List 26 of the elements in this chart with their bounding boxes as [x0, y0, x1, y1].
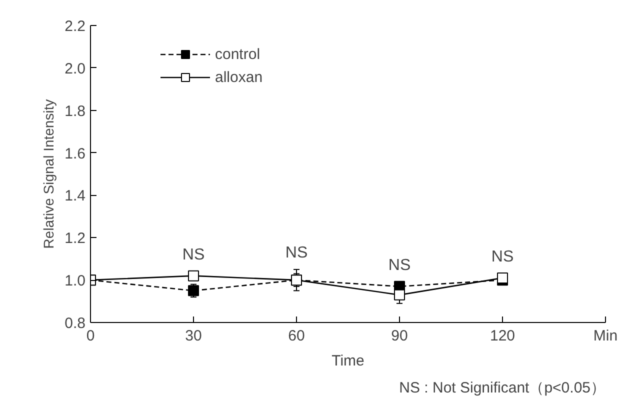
annotation: NS — [182, 246, 205, 264]
annotation: NS — [285, 244, 308, 262]
y-tick-label: 1.2 — [64, 230, 86, 248]
legend-label: control — [215, 46, 260, 62]
x-tick-label: 0 — [86, 328, 95, 344]
point — [497, 272, 508, 284]
y-tick-label: 1.6 — [64, 145, 86, 162]
x-tick-label: 30 — [185, 328, 202, 344]
y-tick-label: 2.2 — [64, 18, 86, 35]
annotation: NS — [388, 257, 411, 274]
x-tick-label: Min — [593, 328, 618, 344]
point — [188, 270, 199, 282]
annotation: NS — [491, 248, 514, 266]
y-tick-label: 1.0 — [64, 272, 86, 290]
y-tick-label: 1.8 — [64, 102, 86, 120]
x-tick-label: 90 — [391, 328, 408, 344]
text: NS : Not Significant（p<0.05） — [399, 380, 606, 396]
x-tick-label: 60 — [288, 328, 305, 344]
x-tick-label: 120 — [490, 328, 516, 344]
x-axis-title: Time — [332, 352, 364, 370]
y-axis-title: Relative Signal Intensity — [40, 99, 57, 249]
y-tick-label: 0.8 — [64, 315, 86, 332]
y-tick-label: 2.0 — [64, 60, 86, 78]
y-tick-label: 1.4 — [64, 188, 86, 205]
point — [394, 289, 405, 300]
legend-label: alloxan — [215, 68, 263, 86]
